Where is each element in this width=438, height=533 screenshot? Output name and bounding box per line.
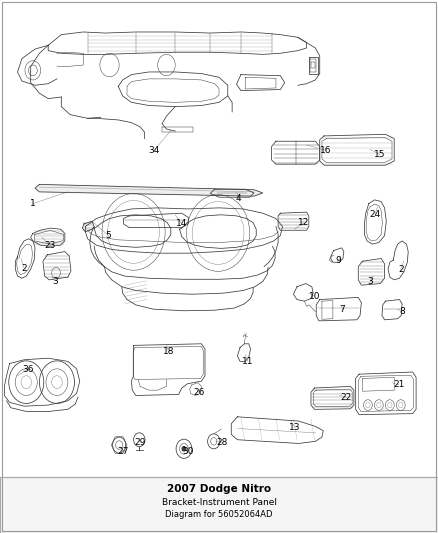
Text: 10: 10 (309, 292, 320, 301)
Text: 11: 11 (242, 357, 253, 366)
Text: 23: 23 (45, 241, 56, 249)
Text: 18: 18 (163, 348, 174, 356)
Text: 15: 15 (374, 150, 385, 159)
Text: 24: 24 (369, 210, 381, 219)
FancyBboxPatch shape (0, 477, 438, 533)
Text: 34: 34 (148, 146, 160, 155)
Text: 13: 13 (289, 423, 300, 432)
Text: 3: 3 (52, 277, 58, 286)
Text: 22: 22 (340, 393, 352, 401)
Circle shape (182, 447, 186, 451)
Text: 21: 21 (393, 381, 404, 389)
Text: 29: 29 (134, 438, 146, 447)
Text: 5: 5 (106, 231, 112, 240)
Text: 7: 7 (339, 305, 346, 313)
Text: 14: 14 (176, 220, 187, 228)
Text: 3: 3 (367, 277, 373, 286)
Text: 2: 2 (398, 265, 403, 273)
Text: 27: 27 (118, 447, 129, 456)
Text: 2007 Dodge Nitro: 2007 Dodge Nitro (167, 484, 271, 494)
Text: 16: 16 (320, 146, 331, 155)
Text: 36: 36 (22, 365, 33, 374)
Text: 30: 30 (183, 447, 194, 456)
Text: 26: 26 (194, 389, 205, 397)
Text: 8: 8 (399, 308, 405, 316)
Text: 12: 12 (298, 219, 310, 227)
Text: 1: 1 (30, 199, 36, 208)
Text: Diagram for 56052064AD: Diagram for 56052064AD (165, 511, 273, 519)
Text: 2: 2 (21, 264, 27, 272)
Text: 9: 9 (336, 256, 342, 264)
Text: 28: 28 (217, 438, 228, 447)
Polygon shape (35, 184, 263, 196)
Text: Bracket-Instrument Panel: Bracket-Instrument Panel (162, 498, 276, 506)
Text: 4: 4 (236, 195, 241, 203)
